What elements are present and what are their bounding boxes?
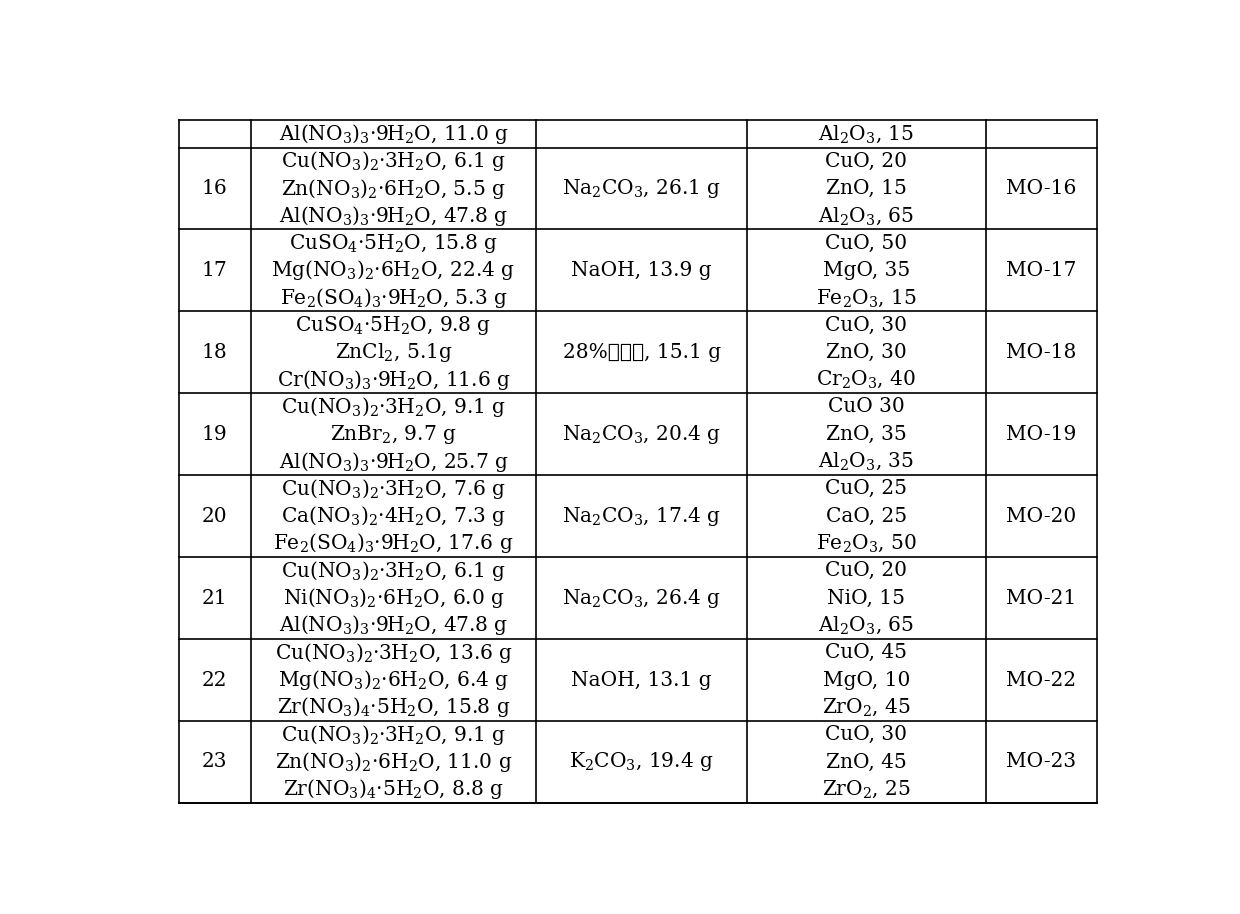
Text: CuO, 30: CuO, 30: [826, 315, 908, 335]
Text: Zr(NO$_3$)$_4$·5H$_2$O, 8.8 g: Zr(NO$_3$)$_4$·5H$_2$O, 8.8 g: [283, 777, 503, 802]
Text: NaOH, 13.1 g: NaOH, 13.1 g: [572, 671, 712, 689]
Text: CaO, 25: CaO, 25: [826, 506, 906, 526]
Text: 21: 21: [202, 589, 228, 608]
Text: MO-18: MO-18: [1006, 343, 1076, 362]
Text: 23: 23: [202, 752, 227, 771]
Text: ZrO$_2$, 45: ZrO$_2$, 45: [822, 696, 910, 718]
Text: 28%浓氨水, 15.1 g: 28%浓氨水, 15.1 g: [563, 343, 720, 362]
Text: Na$_2$CO$_3$, 17.4 g: Na$_2$CO$_3$, 17.4 g: [562, 505, 722, 527]
Text: MO-17: MO-17: [1006, 260, 1076, 280]
Text: MO-23: MO-23: [1006, 752, 1076, 771]
Text: Cu(NO$_3$)$_2$·3H$_2$O, 7.6 g: Cu(NO$_3$)$_2$·3H$_2$O, 7.6 g: [281, 477, 506, 501]
Text: CuSO$_4$·5H$_2$O, 9.8 g: CuSO$_4$·5H$_2$O, 9.8 g: [295, 314, 491, 336]
Text: ZnO, 45: ZnO, 45: [826, 752, 906, 771]
Text: MO-19: MO-19: [1006, 425, 1076, 444]
Text: Al(NO$_3$)$_3$·9H$_2$O, 11.0 g: Al(NO$_3$)$_3$·9H$_2$O, 11.0 g: [279, 122, 508, 146]
Text: CuO, 20: CuO, 20: [826, 152, 908, 171]
Text: Ni(NO$_3$)$_2$·6H$_2$O, 6.0 g: Ni(NO$_3$)$_2$·6H$_2$O, 6.0 g: [283, 586, 505, 611]
Text: Zn(NO$_3$)$_2$·6H$_2$O, 11.0 g: Zn(NO$_3$)$_2$·6H$_2$O, 11.0 g: [275, 750, 512, 774]
Text: Cu(NO$_3$)$_2$·3H$_2$O, 6.1 g: Cu(NO$_3$)$_2$·3H$_2$O, 6.1 g: [281, 558, 506, 583]
Text: 19: 19: [202, 425, 228, 444]
Text: 22: 22: [202, 671, 227, 689]
Text: 17: 17: [202, 260, 228, 280]
Text: CuO, 50: CuO, 50: [826, 234, 908, 252]
Text: Fe$_2$(SO$_4$)$_3$·9H$_2$O, 17.6 g: Fe$_2$(SO$_4$)$_3$·9H$_2$O, 17.6 g: [273, 531, 513, 556]
Text: CuO, 20: CuO, 20: [826, 561, 908, 580]
Text: Cu(NO$_3$)$_2$·3H$_2$O, 9.1 g: Cu(NO$_3$)$_2$·3H$_2$O, 9.1 g: [281, 395, 506, 419]
Text: Mg(NO$_3$)$_2$·6H$_2$O, 6.4 g: Mg(NO$_3$)$_2$·6H$_2$O, 6.4 g: [278, 668, 510, 692]
Text: MO-21: MO-21: [1006, 589, 1076, 608]
Text: CuO 30: CuO 30: [828, 398, 905, 417]
Text: Zr(NO$_3$)$_4$·5H$_2$O, 15.8 g: Zr(NO$_3$)$_4$·5H$_2$O, 15.8 g: [277, 696, 510, 719]
Text: Na$_2$CO$_3$, 26.1 g: Na$_2$CO$_3$, 26.1 g: [562, 177, 722, 200]
Text: ZnO, 15: ZnO, 15: [826, 179, 906, 198]
Text: Ca(NO$_3$)$_2$·4H$_2$O, 7.3 g: Ca(NO$_3$)$_2$·4H$_2$O, 7.3 g: [281, 505, 506, 528]
Text: Al(NO$_3$)$_3$·9H$_2$O, 47.8 g: Al(NO$_3$)$_3$·9H$_2$O, 47.8 g: [279, 613, 508, 637]
Text: Cr(NO$_3$)$_3$·9H$_2$O, 11.6 g: Cr(NO$_3$)$_3$·9H$_2$O, 11.6 g: [277, 367, 511, 392]
Text: 16: 16: [202, 179, 228, 198]
Text: Fe$_2$O$_3$, 50: Fe$_2$O$_3$, 50: [816, 533, 916, 554]
Text: ZnO, 35: ZnO, 35: [826, 425, 906, 444]
Text: ZnBr$_2$, 9.7 g: ZnBr$_2$, 9.7 g: [330, 423, 456, 446]
Text: CuO, 25: CuO, 25: [826, 479, 908, 498]
Text: Cu(NO$_3$)$_2$·3H$_2$O, 9.1 g: Cu(NO$_3$)$_2$·3H$_2$O, 9.1 g: [281, 723, 506, 747]
Text: Cu(NO$_3$)$_2$·3H$_2$O, 6.1 g: Cu(NO$_3$)$_2$·3H$_2$O, 6.1 g: [281, 149, 506, 173]
Text: Al(NO$_3$)$_3$·9H$_2$O, 47.8 g: Al(NO$_3$)$_3$·9H$_2$O, 47.8 g: [279, 204, 508, 228]
Text: ZnO, 30: ZnO, 30: [826, 343, 906, 362]
Text: Cr$_2$O$_3$, 40: Cr$_2$O$_3$, 40: [816, 369, 916, 390]
Text: ZnCl$_2$, 5.1g: ZnCl$_2$, 5.1g: [335, 341, 453, 364]
Text: MgO, 10: MgO, 10: [822, 671, 910, 689]
Text: 18: 18: [202, 343, 228, 362]
Text: MgO, 35: MgO, 35: [823, 260, 910, 280]
Text: CuO, 30: CuO, 30: [826, 725, 908, 744]
Text: MO-20: MO-20: [1006, 506, 1076, 526]
Text: NaOH, 13.9 g: NaOH, 13.9 g: [572, 260, 712, 280]
Text: MO-22: MO-22: [1006, 671, 1076, 689]
Text: K$_2$CO$_3$, 19.4 g: K$_2$CO$_3$, 19.4 g: [569, 750, 714, 773]
Text: Cu(NO$_3$)$_2$·3H$_2$O, 13.6 g: Cu(NO$_3$)$_2$·3H$_2$O, 13.6 g: [274, 641, 512, 664]
Text: MO-16: MO-16: [1006, 179, 1076, 198]
Text: CuO, 45: CuO, 45: [826, 643, 908, 663]
Text: Al$_2$O$_3$, 65: Al$_2$O$_3$, 65: [818, 614, 914, 636]
Text: Na$_2$CO$_3$, 20.4 g: Na$_2$CO$_3$, 20.4 g: [562, 423, 722, 446]
Text: Al(NO$_3$)$_3$·9H$_2$O, 25.7 g: Al(NO$_3$)$_3$·9H$_2$O, 25.7 g: [279, 450, 508, 473]
Text: CuSO$_4$·5H$_2$O, 15.8 g: CuSO$_4$·5H$_2$O, 15.8 g: [289, 231, 498, 255]
Text: Fe$_2$O$_3$, 15: Fe$_2$O$_3$, 15: [816, 287, 916, 309]
Text: Mg(NO$_3$)$_2$·6H$_2$O, 22.4 g: Mg(NO$_3$)$_2$·6H$_2$O, 22.4 g: [272, 259, 516, 282]
Text: Fe$_2$(SO$_4$)$_3$·9H$_2$O, 5.3 g: Fe$_2$(SO$_4$)$_3$·9H$_2$O, 5.3 g: [280, 286, 507, 310]
Text: ZrO$_2$, 25: ZrO$_2$, 25: [822, 779, 910, 800]
Text: Zn(NO$_3$)$_2$·6H$_2$O, 5.5 g: Zn(NO$_3$)$_2$·6H$_2$O, 5.5 g: [281, 176, 506, 200]
Text: Al$_2$O$_3$, 35: Al$_2$O$_3$, 35: [818, 451, 914, 473]
Text: Na$_2$CO$_3$, 26.4 g: Na$_2$CO$_3$, 26.4 g: [562, 587, 722, 610]
Text: NiO, 15: NiO, 15: [827, 589, 905, 608]
Text: Al$_2$O$_3$, 65: Al$_2$O$_3$, 65: [818, 205, 914, 227]
Text: Al$_2$O$_3$, 15: Al$_2$O$_3$, 15: [818, 123, 914, 144]
Text: 20: 20: [202, 506, 228, 526]
